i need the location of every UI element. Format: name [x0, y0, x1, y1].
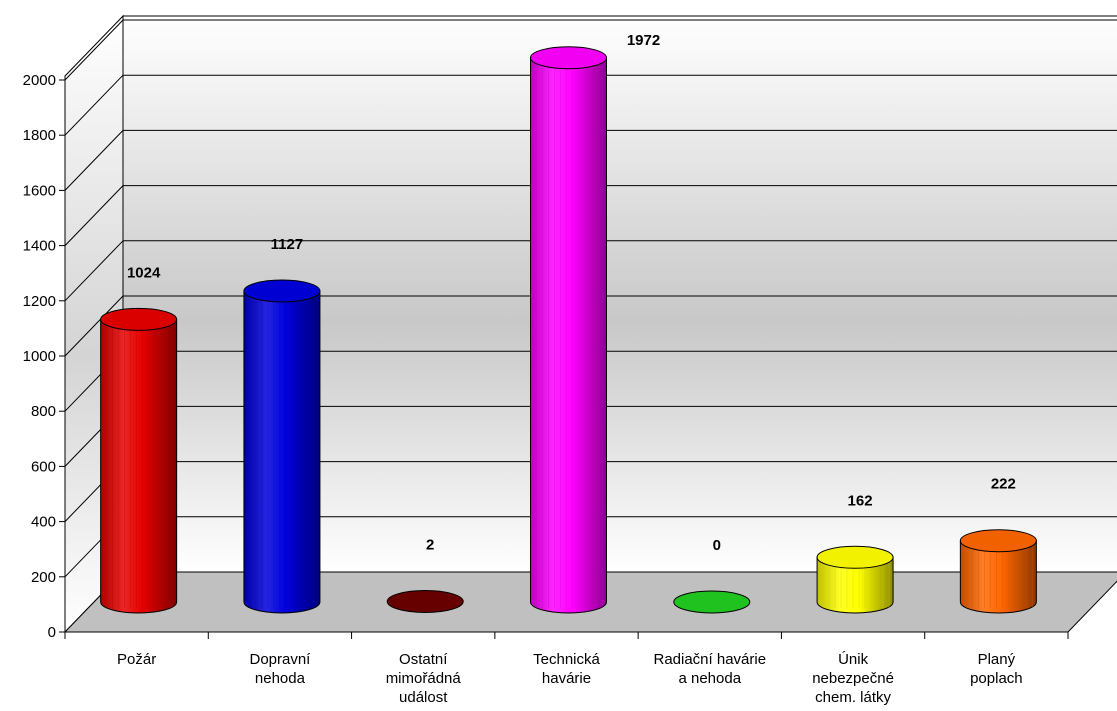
- bar-body: [100, 318, 178, 614]
- gridline-side: [64, 240, 124, 302]
- y-tick-label: 1200: [23, 293, 56, 310]
- bar: [530, 46, 607, 614]
- data-label: 2: [426, 536, 434, 553]
- data-label: 1024: [127, 264, 161, 281]
- y-tick-label: 1800: [23, 127, 56, 144]
- data-label: 1972: [627, 32, 660, 49]
- bars: [100, 46, 1037, 614]
- bar: [959, 529, 1037, 614]
- x-category-label: Dopravní nehoda: [249, 651, 311, 687]
- x-category-label: Technická havárie: [533, 651, 600, 687]
- x-category-label: Radiační havárie a nehoda: [653, 651, 766, 687]
- y-tick-label: 1600: [23, 182, 56, 199]
- bar-top: [243, 279, 321, 303]
- y-tick-label: 800: [31, 403, 56, 420]
- data-label: 1127: [271, 236, 304, 253]
- gridline-side: [64, 185, 124, 246]
- bar-top: [959, 529, 1037, 553]
- y-tick-label: 1400: [23, 238, 56, 255]
- bar: [816, 545, 894, 614]
- x-category-label: Únik nebezpečné chem. látky: [812, 651, 894, 706]
- x-category-label: Planý poplach: [970, 651, 1023, 687]
- gridline-side: [64, 74, 124, 136]
- bar: [673, 590, 751, 614]
- bar-body: [530, 57, 607, 614]
- y-tick-label: 200: [31, 569, 56, 586]
- x-category-label: Požár: [117, 651, 156, 668]
- y-tick-label: 1000: [23, 348, 56, 365]
- x-category-label: Ostatní mimořádná událost: [386, 651, 462, 706]
- y-tick-label: 600: [31, 458, 56, 475]
- bar-top: [816, 545, 894, 569]
- data-label: 0: [713, 537, 721, 554]
- data-label: 222: [991, 476, 1016, 493]
- y-tick-label: 0: [48, 624, 56, 641]
- bar-top: [530, 46, 607, 70]
- bar-top: [386, 589, 464, 613]
- data-labels: 1024 1127 2 1972 0 162 222: [127, 32, 1016, 554]
- bar-top: [100, 307, 178, 331]
- gridline-side: [64, 19, 124, 81]
- bar-top: [673, 590, 751, 614]
- y-tick-label: 400: [31, 514, 56, 531]
- y-axis: 0 200 400 600 800 1000 1200 1400 1600 1800 2000: [23, 72, 66, 641]
- bar-body: [816, 556, 894, 614]
- data-label: 162: [848, 492, 873, 509]
- y-tick-label: 2000: [23, 72, 56, 89]
- bar-body: [243, 290, 321, 614]
- gridline-side: [64, 130, 124, 191]
- bar: [386, 589, 464, 613]
- gridline-side: [64, 295, 124, 357]
- bar: [243, 279, 321, 614]
- x-axis: Požár Dopravní nehoda Ostatní mimořádná událo…: [64, 631, 1069, 706]
- bar: [100, 307, 178, 614]
- bar-body: [959, 540, 1037, 614]
